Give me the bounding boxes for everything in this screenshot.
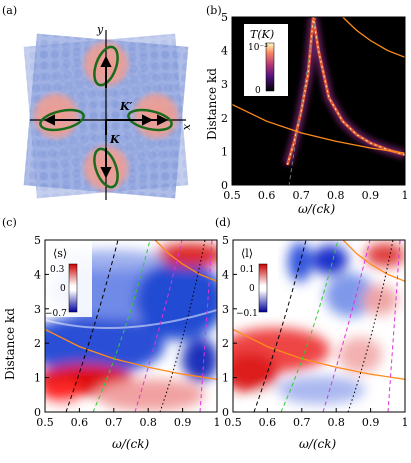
xtick-label-c: 0.5 [36, 416, 54, 429]
panel-c: (c) [2, 216, 221, 451]
field-arrows [43, 55, 169, 179]
orange-curve-d-upper [342, 240, 405, 282]
xtick-label-c: 0.8 [139, 416, 157, 429]
xlabel-c: ω/(ck) [112, 437, 150, 451]
dashed-magenta-d [322, 240, 371, 412]
ylabel-c: Distance kd [3, 308, 17, 380]
colorbar-box-d [234, 241, 278, 317]
xtick-label-b: 1 [402, 189, 409, 202]
colorbar-min-c: −0.7 [45, 309, 67, 319]
colorbar-max-c: 0.3 [50, 265, 65, 275]
colorbar-mid-c: 0 [60, 284, 66, 294]
ytick-label-b: 2 [221, 112, 228, 125]
ytick-label-b: 0 [221, 179, 228, 192]
xlabel-b: ω/(ck) [298, 202, 336, 216]
orange-curve-b-upper [342, 17, 405, 58]
ytick-label-c: 2 [34, 337, 41, 350]
ytick-label-b: 1 [221, 145, 228, 158]
orange-curve-c-upper [154, 240, 217, 282]
x-axis-label: x [181, 124, 194, 131]
axes-d: 0.5 0.6 0.7 0.8 0.9 1 0 1 2 3 4 5 [222, 234, 409, 429]
xtick-label-b: 0.7 [292, 189, 310, 202]
colorbar-max-b: 10⁻³ [248, 43, 268, 53]
xtick-label-c: 0.9 [174, 416, 192, 429]
colorbar-max-d: 0.1 [240, 265, 254, 275]
orange-curve-d-lower [233, 328, 405, 380]
panel-d-label: (d) [215, 216, 231, 229]
panel-c-label: (c) [2, 216, 17, 229]
ytick-label-b: 3 [221, 78, 228, 91]
panel-b: (b) T(K) 10⁻³ 0 0.5 0.6 0.7 0.8 0.9 1 0 1 2 3 4 5 D… [205, 4, 409, 216]
dashed-green-c [92, 240, 151, 412]
dashed-line-b [288, 17, 317, 185]
xlabel-d: ω/(ck) [299, 437, 337, 451]
panel-b-label: (b) [206, 4, 222, 17]
panel-a-label: (a) [2, 4, 17, 17]
colorbar-title-b: T(K) [250, 28, 274, 41]
dashed-black-c [65, 240, 119, 412]
ytick-label-c: 0 [34, 406, 41, 419]
ytick-label-b: 4 [221, 45, 228, 58]
ytick-label-c: 5 [34, 234, 41, 247]
colorbar-b [265, 42, 275, 92]
ytick-label-c: 3 [34, 303, 41, 316]
colorbar-min-b: 0 [255, 86, 261, 96]
xtick-label-d: 1 [402, 416, 409, 429]
xtick-label-d: 0.9 [362, 416, 380, 429]
orange-curve-c-lower [45, 328, 217, 380]
ytick-label-d: 5 [222, 234, 229, 247]
colorbar-title-d: ⟨l⟩ [241, 247, 253, 260]
ytick-label-d: 2 [222, 337, 229, 350]
vector-k: K [109, 133, 120, 146]
xtick-label-b: 0.9 [362, 189, 380, 202]
axes-b: 0.5 0.6 0.7 0.8 0.9 1 0 1 2 3 4 5 [221, 11, 409, 202]
colorbar-c [68, 263, 78, 313]
ytick-label-c: 4 [34, 268, 41, 281]
colorbar-min-d: −0.1 [236, 309, 258, 319]
xtick-label-c: 0.7 [105, 416, 123, 429]
xtick-label-c: 1 [214, 416, 221, 429]
xtick-label-d: 0.5 [224, 416, 242, 429]
xtick-label-d: 0.8 [327, 416, 345, 429]
polarization-ellipses [39, 45, 173, 189]
ylabel-b: Distance kd [205, 68, 219, 140]
vector-kprime: K′ [119, 100, 133, 113]
ytick-label-d: 1 [222, 372, 229, 385]
ytick-label-c: 1 [34, 372, 41, 385]
heatmap-d [233, 240, 405, 412]
xtick-label-d: 0.6 [259, 416, 277, 429]
y-axis-label: y [96, 23, 104, 36]
colorbar-d [258, 263, 268, 313]
xtick-label-b: 0.6 [258, 189, 276, 202]
dashed-green-d [280, 240, 339, 412]
xtick-label-b: 0.8 [327, 189, 345, 202]
xtick-label-c: 0.6 [71, 416, 89, 429]
ytick-label-b: 5 [221, 11, 228, 24]
ytick-label-d: 3 [222, 303, 229, 316]
ytick-label-d: 4 [222, 268, 229, 281]
colorbar-mid-d: 0 [249, 284, 255, 294]
xtick-label-b: 0.5 [223, 189, 241, 202]
colorbar-title-c: ⟨s⟩ [53, 247, 67, 260]
xtick-label-d: 0.7 [293, 416, 311, 429]
axes-c: 0.5 0.6 0.7 0.8 0.9 1 0 1 2 3 4 5 [34, 234, 221, 429]
dashed-magenta-d2 [387, 240, 401, 412]
dashed-magenta-c2 [199, 240, 213, 412]
orange-curve-b-lower [232, 103, 405, 154]
dashed-black-d [253, 240, 307, 412]
panel-a: (a) y x K′ K [2, 4, 194, 200]
dashed-magenta-c [134, 240, 183, 412]
panel-d: (d) ⟨l⟩ [215, 216, 409, 451]
ytick-label-d: 0 [222, 406, 229, 419]
